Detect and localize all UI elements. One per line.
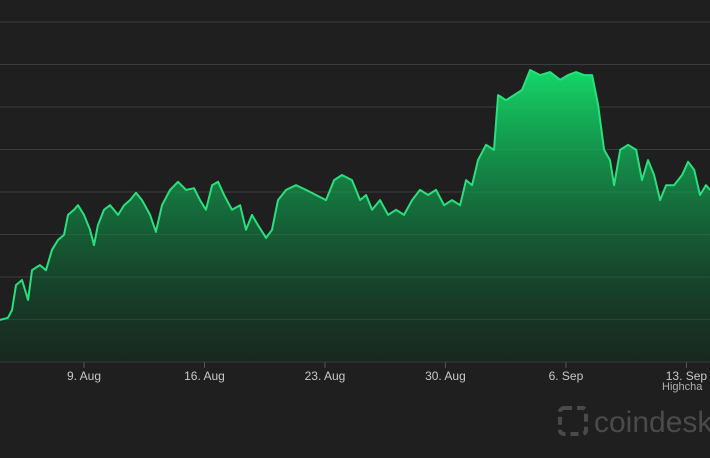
logo-icon <box>558 406 588 436</box>
x-tick-label: 6. Sep <box>549 369 584 383</box>
plot <box>0 69 710 362</box>
x-axis: 9. Aug 16. Aug 23. Aug 30. Aug 6. Sep 13. Sep <box>67 362 707 383</box>
line <box>0 69 710 321</box>
x-tick-label: 9. Aug <box>67 369 101 383</box>
x-tick-label: 13. Sep <box>666 369 708 383</box>
brand: coindesk <box>594 406 710 439</box>
credit: Highcha <box>662 381 703 393</box>
x-tick-label: 16. Aug <box>184 369 225 383</box>
area-fill <box>0 70 710 362</box>
logo: coindesk <box>558 406 710 439</box>
x-tick-label: 23. Aug <box>305 369 346 383</box>
x-tick-label: 30. Aug <box>425 369 466 383</box>
